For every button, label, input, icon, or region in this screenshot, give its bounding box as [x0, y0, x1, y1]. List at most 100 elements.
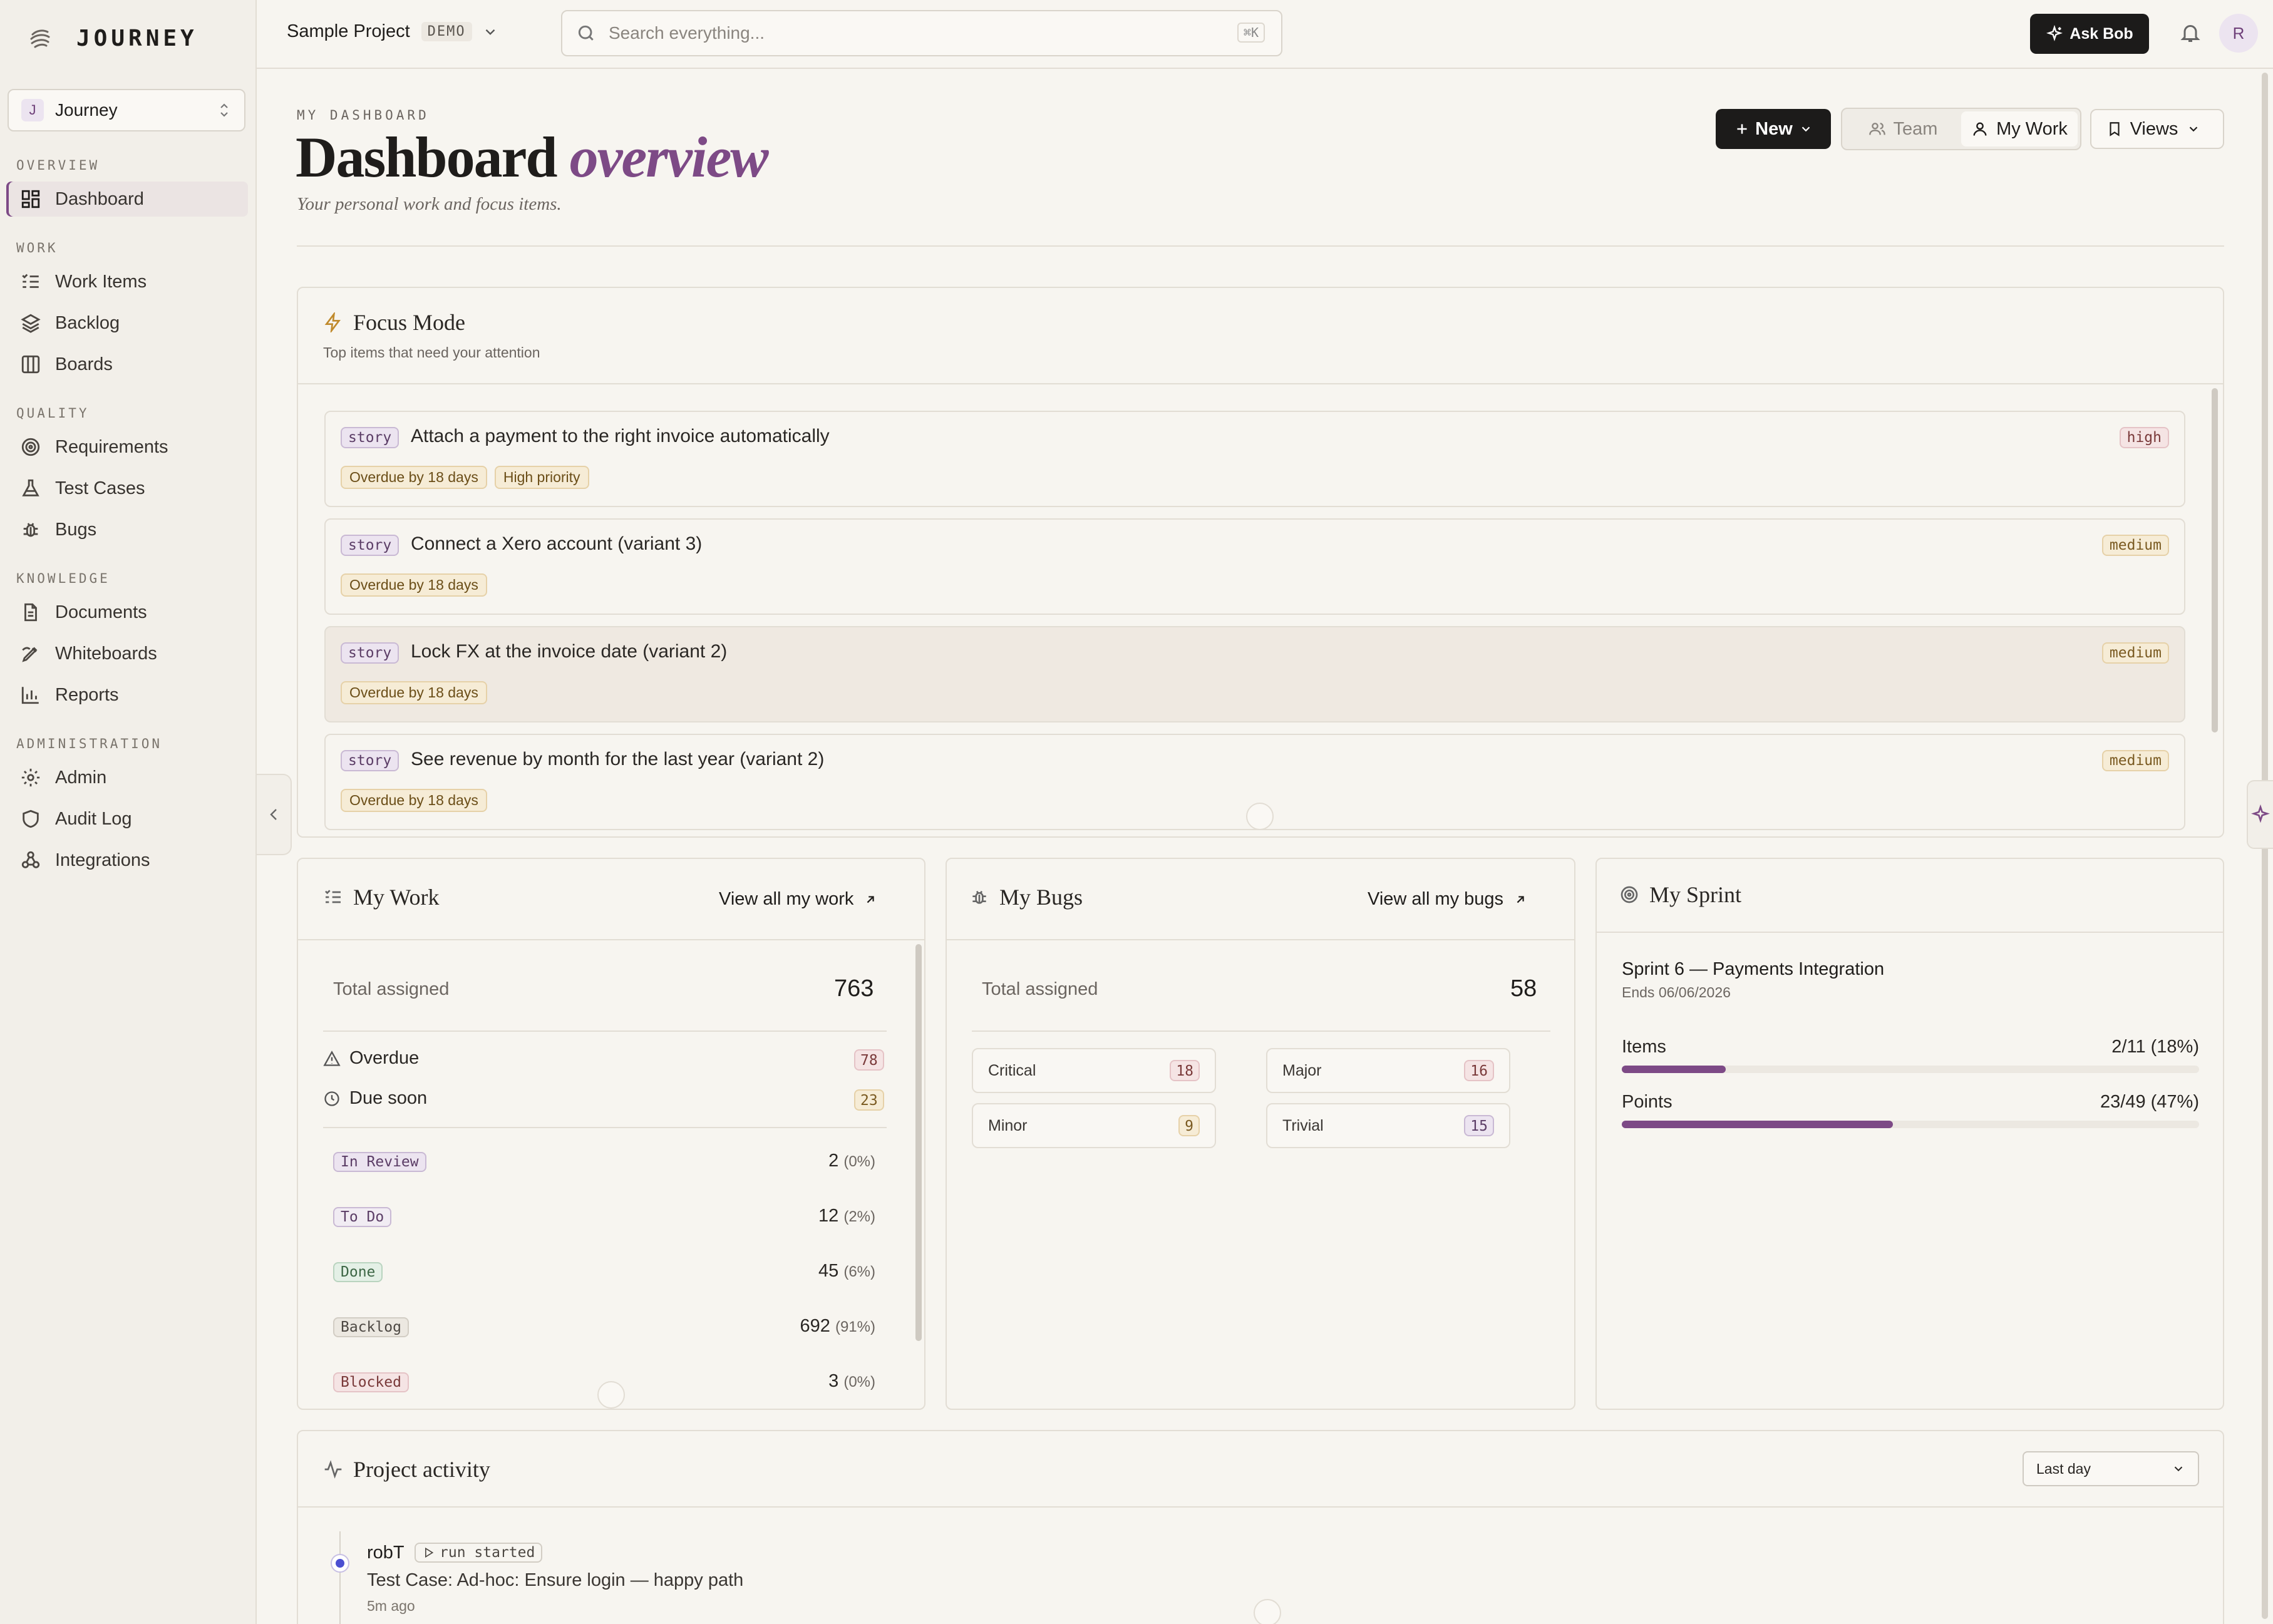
activity-user[interactable]: robT: [367, 1543, 405, 1563]
status-tag-backlog[interactable]: Backlog: [333, 1317, 409, 1337]
assistant-panel-toggle[interactable]: [2247, 780, 2273, 849]
my-work-toggle-label: My Work: [1996, 118, 2068, 139]
layers-icon: [20, 312, 41, 334]
brand-name: JOURNEY: [76, 25, 198, 51]
sidebar-item-whiteboards[interactable]: Whiteboards: [6, 636, 248, 671]
scroll-indicator: [597, 1381, 625, 1409]
priority-badge: medium: [2101, 535, 2169, 556]
status-count-value: 2: [828, 1151, 839, 1171]
sidebar-item-audit-log[interactable]: Audit Log: [6, 801, 248, 836]
status-count: 2 (0%): [750, 1151, 875, 1171]
status-tag-done[interactable]: Done: [333, 1262, 383, 1282]
workspace-switcher[interactable]: J Journey: [8, 89, 245, 131]
ask-bob-button[interactable]: Ask Bob: [2030, 14, 2149, 54]
due-soon-row[interactable]: Due soon: [323, 1088, 427, 1109]
bell-icon[interactable]: [2179, 21, 2202, 44]
team-toggle[interactable]: Team: [1845, 111, 1961, 146]
brand[interactable]: JOURNEY: [25, 23, 198, 54]
severity-major[interactable]: Major 16: [1266, 1048, 1510, 1093]
my-work-card: My Work View all my work Total assigned …: [297, 858, 925, 1410]
time-range-select[interactable]: Last day: [2023, 1451, 2199, 1486]
sprint-items-metric: Items 2/11 (18%): [1622, 1037, 2199, 1073]
search-shortcut: ⌘K: [1237, 23, 1265, 43]
status-count-pct: (0%): [843, 1374, 875, 1390]
focus-item[interactable]: story Attach a payment to the right invo…: [324, 411, 2185, 507]
list-icon: [323, 887, 343, 907]
my-work-title-text: My Work: [353, 885, 440, 910]
sprint-end-date: Ends 06/06/2026: [1622, 984, 1731, 1000]
focus-item-title: Lock FX at the invoice date (variant 2): [411, 641, 728, 662]
status-count-value: 45: [818, 1261, 839, 1281]
new-button[interactable]: New: [1716, 109, 1831, 149]
view-all-my-bugs-link[interactable]: View all my bugs: [1368, 889, 1527, 910]
project-activity-card: Project activity Last day robT run start…: [297, 1430, 2224, 1624]
overdue-label: Overdue: [349, 1048, 420, 1068]
severity-count: 18: [1170, 1060, 1200, 1081]
my-work-toggle[interactable]: My Work: [1961, 111, 2078, 146]
activity-time: 5m ago: [367, 1598, 415, 1614]
project-switcher[interactable]: Sample Project DEMO: [287, 21, 498, 42]
status-count-pct: (6%): [843, 1263, 875, 1280]
my-sprint-title: My Sprint: [1619, 881, 1741, 908]
search-input[interactable]: [609, 23, 1172, 43]
severity-label: Minor: [988, 1116, 1028, 1134]
chevron-down-icon: [482, 24, 498, 40]
sidebar-item-label: Documents: [55, 602, 147, 622]
sidebar-item-admin[interactable]: Admin: [6, 760, 248, 795]
sidebar-item-boards[interactable]: Boards: [6, 347, 248, 382]
collapse-sidebar-button[interactable]: [257, 774, 292, 855]
sidebar-item-bugs[interactable]: Bugs: [6, 512, 248, 547]
search-icon: [576, 23, 596, 43]
section-label-administration: ADMINISTRATION: [16, 736, 163, 751]
focus-scrollbar[interactable]: [2212, 388, 2218, 732]
user-avatar[interactable]: R: [2219, 14, 2258, 53]
my-work-scrollbar[interactable]: [915, 944, 922, 1341]
overdue-chip: Overdue by 18 days: [341, 681, 487, 704]
severity-trivial[interactable]: Trivial 15: [1266, 1103, 1510, 1148]
flask-icon: [20, 478, 41, 499]
status-tag-to-do[interactable]: To Do: [333, 1207, 392, 1227]
overdue-count: 78: [854, 1049, 884, 1071]
sidebar-item-label: Dashboard: [55, 188, 144, 209]
sidebar-item-requirements[interactable]: Requirements: [6, 429, 248, 465]
status-count-value: 3: [828, 1371, 839, 1391]
status-tag-blocked[interactable]: Blocked: [333, 1372, 409, 1392]
sidebar-item-reports[interactable]: Reports: [6, 677, 248, 712]
status-count-pct: (91%): [835, 1318, 875, 1335]
sidebar-item-documents[interactable]: Documents: [6, 595, 248, 630]
warning-icon: [323, 1050, 341, 1067]
sidebar-item-backlog[interactable]: Backlog: [6, 306, 248, 341]
my-sprint-title-text: My Sprint: [1649, 882, 1742, 907]
gear-icon: [20, 767, 41, 788]
views-button-label: Views: [2130, 118, 2178, 139]
sidebar-item-label: Reports: [55, 684, 119, 705]
severity-critical[interactable]: Critical 18: [972, 1048, 1216, 1093]
target-icon: [20, 436, 41, 458]
status-count-pct: (0%): [843, 1153, 875, 1170]
search-bar[interactable]: ⌘K: [561, 10, 1282, 56]
sidebar-item-dashboard[interactable]: Dashboard: [6, 182, 248, 217]
sidebar-item-work-items[interactable]: Work Items: [6, 264, 248, 299]
section-label-work: WORK: [16, 240, 58, 255]
my-bugs-card: My Bugs View all my bugs Total assigned …: [946, 858, 1575, 1410]
chevron-up-down-icon: [217, 101, 232, 119]
section-label-knowledge: KNOWLEDGE: [16, 571, 110, 586]
points-progress-fill: [1622, 1121, 1894, 1128]
ask-bob-label: Ask Bob: [2069, 24, 2133, 43]
focus-item[interactable]: story Connect a Xero account (variant 3)…: [324, 518, 2185, 615]
severity-minor[interactable]: Minor 9: [972, 1103, 1216, 1148]
overdue-row[interactable]: Overdue: [323, 1048, 419, 1069]
status-count-value: 692: [800, 1316, 830, 1336]
team-toggle-label: Team: [1893, 118, 1938, 139]
activity-text[interactable]: Test Case: Ad-hoc: Ensure login — happy …: [367, 1570, 744, 1590]
views-button[interactable]: Views: [2090, 109, 2224, 149]
chevron-down-icon: [2187, 122, 2200, 136]
total-assigned-label: Total assigned: [982, 979, 1098, 999]
sprint-name[interactable]: Sprint 6 — Payments Integration: [1622, 959, 1885, 979]
my-bugs-header: [947, 859, 1574, 940]
sidebar-item-integrations[interactable]: Integrations: [6, 843, 248, 878]
sidebar-item-test-cases[interactable]: Test Cases: [6, 471, 248, 506]
status-tag-in-review[interactable]: In Review: [333, 1152, 426, 1172]
focus-item[interactable]: story Lock FX at the invoice date (varia…: [324, 626, 2185, 722]
view-all-my-work-link[interactable]: View all my work: [719, 889, 877, 910]
